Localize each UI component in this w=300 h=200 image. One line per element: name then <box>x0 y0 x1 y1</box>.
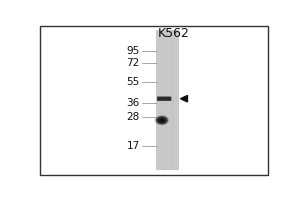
Circle shape <box>157 117 167 124</box>
Polygon shape <box>181 95 188 102</box>
Circle shape <box>160 119 164 122</box>
Circle shape <box>158 118 166 123</box>
Circle shape <box>156 116 168 124</box>
Circle shape <box>159 118 165 122</box>
Text: 95: 95 <box>127 46 140 56</box>
Circle shape <box>160 119 164 121</box>
Text: 28: 28 <box>127 112 140 122</box>
Text: 17: 17 <box>127 141 140 151</box>
Circle shape <box>158 117 166 123</box>
Circle shape <box>159 118 165 122</box>
Circle shape <box>157 117 167 124</box>
Circle shape <box>160 119 164 122</box>
Text: 36: 36 <box>127 98 140 108</box>
Text: K562: K562 <box>158 27 190 40</box>
Circle shape <box>155 116 169 125</box>
Text: 72: 72 <box>127 58 140 68</box>
Bar <box>156 30 179 170</box>
Circle shape <box>155 116 168 124</box>
Circle shape <box>157 117 167 123</box>
Circle shape <box>156 117 167 124</box>
FancyBboxPatch shape <box>157 97 171 101</box>
Circle shape <box>159 118 165 122</box>
Text: 55: 55 <box>127 77 140 87</box>
